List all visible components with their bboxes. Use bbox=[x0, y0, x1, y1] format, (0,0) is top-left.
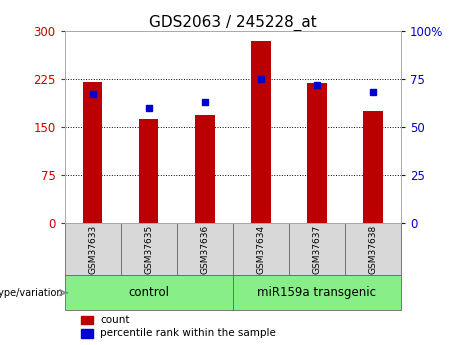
Text: genotype/variation: genotype/variation bbox=[0, 288, 64, 298]
Text: percentile rank within the sample: percentile rank within the sample bbox=[100, 328, 276, 338]
Text: GSM37635: GSM37635 bbox=[144, 225, 153, 274]
Text: miR159a transgenic: miR159a transgenic bbox=[257, 286, 377, 299]
Bar bbox=[233, 275, 401, 310]
Bar bbox=[233, 223, 289, 275]
Bar bbox=[82, 316, 93, 324]
Bar bbox=[83, 82, 102, 223]
Bar bbox=[139, 119, 159, 223]
Bar bbox=[65, 223, 121, 275]
Bar bbox=[65, 275, 233, 310]
Bar bbox=[307, 83, 327, 223]
Text: GSM37638: GSM37638 bbox=[368, 225, 378, 274]
Bar bbox=[289, 223, 345, 275]
Bar bbox=[195, 116, 214, 223]
Title: GDS2063 / 245228_at: GDS2063 / 245228_at bbox=[149, 15, 317, 31]
Bar bbox=[251, 41, 271, 223]
Bar bbox=[345, 223, 401, 275]
Bar bbox=[363, 111, 383, 223]
Text: GSM37637: GSM37637 bbox=[313, 225, 321, 274]
Text: GSM37636: GSM37636 bbox=[200, 225, 209, 274]
Text: GSM37634: GSM37634 bbox=[256, 225, 266, 274]
Bar bbox=[121, 223, 177, 275]
Bar bbox=[177, 223, 233, 275]
Text: GSM37633: GSM37633 bbox=[88, 225, 97, 274]
Text: control: control bbox=[128, 286, 169, 299]
Bar bbox=[82, 329, 93, 338]
Text: count: count bbox=[100, 315, 130, 325]
